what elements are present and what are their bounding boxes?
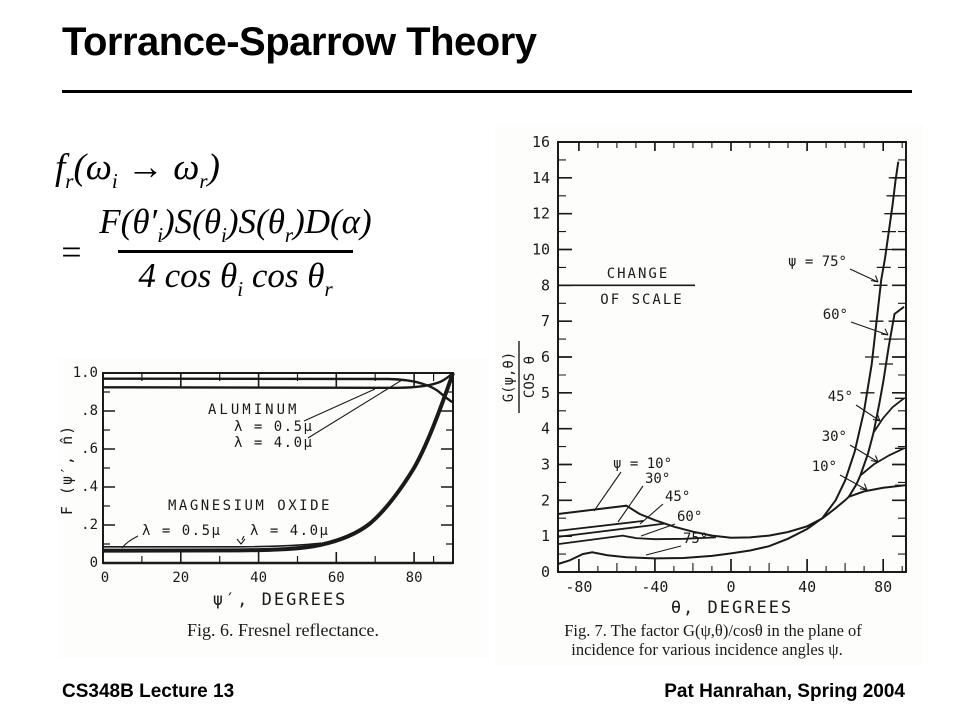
fraction-denominator: 4 cos θi cos θr [118,250,353,302]
fig7-ytick-label: 6 [541,348,550,366]
brdf-formula: fr(ωi → ωr) = F(θ′i)S(θi)S(θr)D(α) 4 cos… [55,146,378,302]
curve-aluminum-4.0u [102,377,454,404]
fresnel-reflectance-figure: 1.0 .8 .6 .4 .2 0 0 20 40 60 80 F (ψ′, n… [58,358,488,658]
mgo-lambda2-label: λ = 4.0μ [250,523,329,539]
fig7-ytick-label: 4 [541,420,550,438]
fig7-ytick-label: 0 [541,563,550,581]
equals-sign: = [59,232,84,272]
mgo-lambda1-label: λ = 0.5μ [142,523,221,539]
fig6-y-axis-label: F (ψ′, n̂) [58,425,76,515]
fig6-ytick-label: .4 [81,479,98,495]
formula-fraction: F(θ′i)S(θi)S(θr)D(α) 4 cos θi cos θr [93,202,377,302]
footer-course-label: CS348B Lecture 13 [62,681,235,702]
fig7-ylabel-denominator: COS θ [522,356,538,398]
fig7-xtick-label: -80 [565,578,592,596]
fig6-xtick-label: 20 [172,570,189,586]
change-of-scale-note-line1: CHANGE [607,266,670,282]
fig7-caption-line1: Fig. 7. The factor G(ψ,θ)/cosθ in the pl… [564,621,862,640]
fig6-ytick-label: .8 [81,403,98,419]
fig7-ytick-label: 1 [541,527,550,545]
footer-author-label: Pat Hanrahan, Spring 2004 [664,681,905,702]
fig7-ytick-label: 5 [541,384,550,402]
curve-shared-rise-psi-60-branch [848,306,905,498]
fig6-minor-ticks [103,373,453,563]
fig6-ytick-label: .2 [81,517,98,533]
aluminum-lambda2-label: λ = 4.0μ [234,435,313,451]
change-of-scale-note-line2: OF SCALE [600,292,683,308]
fig6-leader-lines [121,379,403,549]
curve-psi-45-left [557,522,665,538]
fraction-numerator: F(θ′i)S(θi)S(θr)D(α) [99,202,372,247]
fig7-x-axis-label: θ, DEGREES [671,598,793,618]
aluminum-label: ALUMINUM [208,402,299,418]
curve-label-psi-75-left: 75° [683,531,708,547]
fig6-ytick-label: 1.0 [73,365,98,381]
curve-label-psi-10-left: ψ = 10° [613,456,672,472]
fig7-ytick-label: 2 [541,491,550,509]
curve-label-psi-30-right: 30° [822,429,847,445]
curve-label-psi-45-right: 45° [828,389,853,405]
fig6-xtick-label: 80 [406,570,423,586]
title-rule [62,90,912,93]
fig7-ytick-label: 12 [532,205,550,223]
fig6-xtick-label: 0 [101,570,109,586]
fig7-ytick-label: 3 [541,456,550,474]
fig6-ytick-label: .6 [81,441,98,457]
curve-magnesium-oxide-4.0u [103,542,322,548]
fig7-xtick-label: 40 [798,578,816,596]
geometric-attenuation-figure: 16 14 12 10 8 7 6 5 4 3 2 1 0 -80 -40 0 … [495,124,923,666]
curve-hash-marks [860,177,906,486]
magnesium-oxide-label: MAGNESIUM OXIDE [168,498,332,514]
curve-label-psi-30-left: 30° [645,471,670,487]
fig6-xtick-label: 60 [328,570,345,586]
curve-label-psi-60-left: 60° [677,509,702,525]
fig7-ytick-label: 14 [532,169,550,187]
formula-lhs: fr(ωi → ωr) [55,147,220,193]
fig6-plot: 1.0 .8 .6 .4 .2 0 0 20 40 60 80 F (ψ′, n… [58,365,455,640]
fig6-xtick-label: 40 [250,570,267,586]
svg-text:F (ψ′, n̂): F (ψ′, n̂) [58,425,76,515]
fig6-major-ticks [103,373,453,563]
fig7-y-axis-label: G(ψ,θ) COS θ [501,341,538,413]
fig7-xtick-label: 0 [726,578,735,596]
aluminum-lambda1-label: λ = 0.5μ [234,419,313,435]
curve-label-psi-75-right: ψ = 75° [788,254,847,270]
mgo-arrowhead-icon [236,538,246,545]
fig7-caption-line2: incidence for various incidence angles ψ… [571,640,842,659]
fig7-ytick-label: 10 [532,241,550,259]
curve-magnesium-oxide-0.5u [102,372,455,553]
fig7-major-ticks [558,142,906,573]
fig7-ytick-label: 7 [541,312,550,330]
slide-title: Torrance-Sparrow Theory [62,20,537,64]
curve-psi-30-branch [859,447,905,477]
fig6-caption: Fig. 6. Fresnel reflectance. [187,620,379,640]
fig7-leader-lines [593,268,889,556]
fig7-plot: 16 14 12 10 8 7 6 5 4 3 2 1 0 -80 -40 0 … [501,133,907,659]
curve-label-psi-10-right: 10° [812,459,837,475]
curve-label-psi-45-left: 45° [665,489,690,505]
fig7-ylabel-numerator: G(ψ,θ) [501,352,517,403]
fig7-xtick-label: -40 [641,578,668,596]
curve-psi-75 [557,161,900,565]
fig7-ytick-label: 16 [532,133,550,151]
formula-rhs: = F(θ′i)S(θi)S(θr)D(α) 4 cos θi cos θr [59,202,378,302]
curve-label-psi-60-right: 60° [823,307,848,323]
fig7-minor-ticks [558,142,906,572]
curve-psi-60-left [557,534,716,545]
fig7-xtick-label: 80 [874,578,892,596]
fig6-ytick-label: 0 [90,555,98,571]
fig6-x-axis-label: ψ′, DEGREES [213,590,348,610]
fig7-ytick-label: 8 [541,276,550,294]
curve-psi-30-left [557,520,644,532]
curve-psi-45-branch [872,397,905,433]
